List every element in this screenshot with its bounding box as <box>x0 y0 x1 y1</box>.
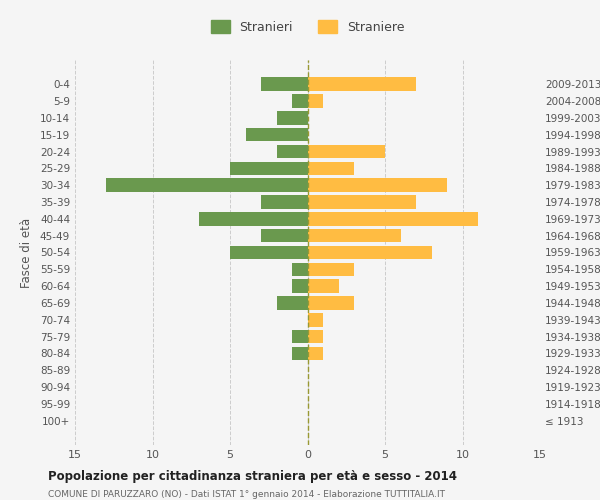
Bar <box>308 280 338 293</box>
Bar <box>308 296 354 310</box>
Bar <box>199 212 308 226</box>
Bar <box>308 94 323 108</box>
Bar <box>292 94 308 108</box>
Bar <box>308 330 323 344</box>
Bar <box>277 111 308 124</box>
Bar <box>292 346 308 360</box>
Bar <box>261 229 308 242</box>
Bar <box>308 178 447 192</box>
Legend: Stranieri, Straniere: Stranieri, Straniere <box>207 16 408 38</box>
Bar <box>292 330 308 344</box>
Bar <box>308 246 431 259</box>
Bar <box>308 162 354 175</box>
Bar <box>261 196 308 209</box>
Bar <box>230 246 308 259</box>
Bar <box>308 196 416 209</box>
Y-axis label: Fasce di età: Fasce di età <box>20 218 33 288</box>
Bar <box>230 162 308 175</box>
Bar <box>308 346 323 360</box>
Bar <box>245 128 308 141</box>
Bar <box>308 145 385 158</box>
Bar <box>308 313 323 326</box>
Bar <box>261 78 308 91</box>
Bar <box>308 78 416 91</box>
Bar <box>106 178 308 192</box>
Bar <box>308 262 354 276</box>
Bar <box>277 145 308 158</box>
Text: COMUNE DI PARUZZARO (NO) - Dati ISTAT 1° gennaio 2014 - Elaborazione TUTTITALIA.: COMUNE DI PARUZZARO (NO) - Dati ISTAT 1°… <box>48 490 445 499</box>
Text: Popolazione per cittadinanza straniera per età e sesso - 2014: Popolazione per cittadinanza straniera p… <box>48 470 457 483</box>
Bar <box>292 262 308 276</box>
Bar <box>292 280 308 293</box>
Bar <box>308 212 478 226</box>
Bar <box>277 296 308 310</box>
Bar <box>308 229 401 242</box>
